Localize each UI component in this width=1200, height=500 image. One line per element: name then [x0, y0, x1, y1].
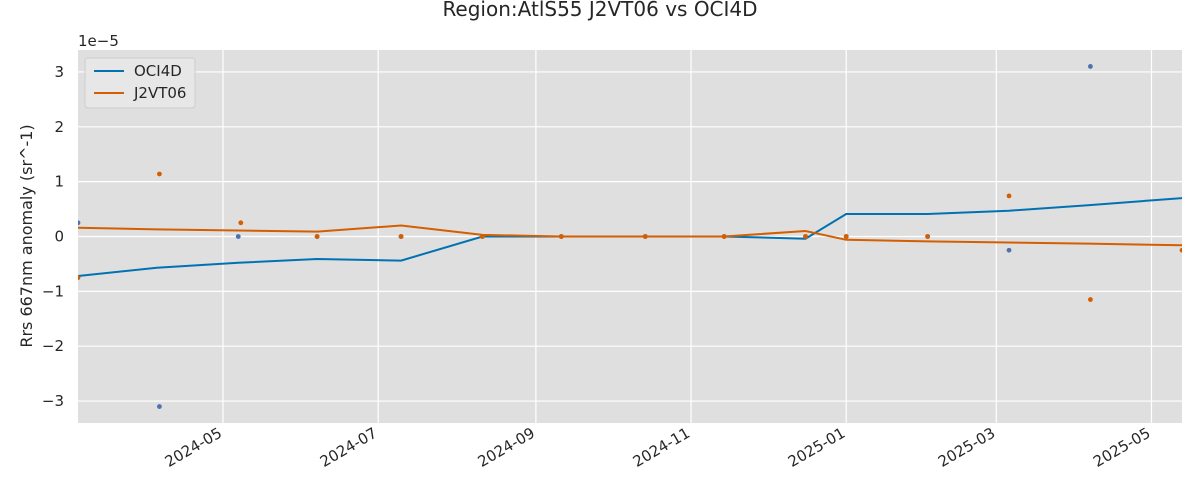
y-tick-label: −2	[42, 337, 64, 355]
x-tick-label: 2025-05	[1090, 424, 1153, 471]
y-offset-label: 1e−5	[78, 32, 119, 50]
data-point-j2vt06	[803, 234, 808, 239]
y-tick-label: 1	[54, 173, 64, 191]
x-tick-label: 2024-09	[475, 424, 538, 471]
data-point-j2vt06	[642, 234, 648, 239]
legend: OCI4D J2VT06	[84, 57, 196, 109]
data-point-oci4d	[78, 220, 81, 226]
data-point-j2vt06	[721, 234, 727, 239]
data-point-oci4d	[235, 234, 241, 239]
y-tick-label: −3	[42, 392, 64, 410]
data-point-j2vt06	[398, 234, 404, 239]
data-point-j2vt06	[1006, 193, 1012, 199]
data-point-oci4d	[1006, 247, 1012, 253]
y-axis-label: Rrs 667nm anomaly (sr^-1)	[17, 124, 36, 347]
data-point-j2vt06	[843, 234, 849, 239]
data-point-j2vt06	[480, 234, 485, 239]
x-tick-label: 2024-11	[630, 424, 693, 471]
legend-label-oci4d: OCI4D	[134, 62, 182, 80]
y-axis: −3 −2 −1 0 1 2 3	[42, 63, 64, 410]
x-tick-label: 2024-07	[317, 424, 380, 471]
y-tick-label: 3	[54, 63, 64, 81]
data-point-j2vt06	[238, 220, 244, 226]
data-point-j2vt06	[1088, 297, 1093, 302]
series-j2vt06	[78, 171, 1182, 302]
data-point-j2vt06	[925, 234, 931, 239]
x-axis: 2024-05 2024-07 2024-09 2024-11 2025-01 2025-…	[162, 424, 1154, 471]
y-tick-label: 0	[54, 228, 64, 246]
series-layer	[78, 64, 1182, 409]
x-tick-label: 2025-01	[785, 424, 848, 471]
y-tick-label: −1	[42, 282, 64, 300]
x-tick-label: 2024-05	[162, 424, 225, 471]
data-point-j2vt06	[1179, 247, 1182, 253]
data-point-j2vt06	[558, 234, 564, 239]
data-point-j2vt06	[157, 171, 162, 177]
chart-title: Region:AtlS55 J2VT06 vs OCI4D	[442, 0, 757, 21]
data-point-oci4d	[157, 404, 162, 409]
data-point-oci4d	[1088, 64, 1093, 69]
legend-label-j2vt06: J2VT06	[133, 84, 186, 102]
data-point-j2vt06	[78, 275, 81, 281]
y-tick-label: 2	[54, 118, 64, 136]
x-tick-label: 2025-03	[935, 424, 998, 471]
data-point-j2vt06	[314, 234, 320, 239]
